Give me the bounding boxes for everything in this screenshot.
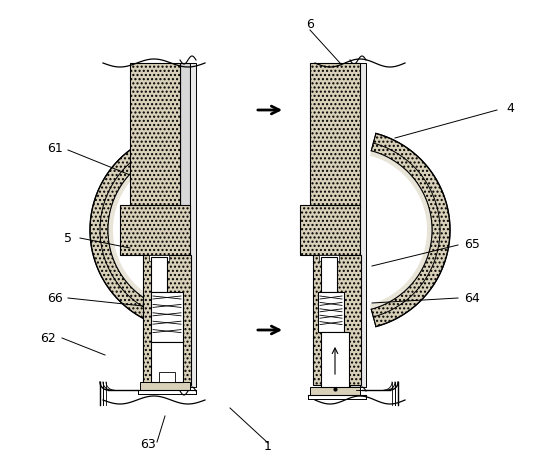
Polygon shape: [370, 151, 432, 309]
Bar: [140, 382, 190, 390]
Bar: [120, 205, 190, 255]
Bar: [300, 205, 360, 255]
Polygon shape: [371, 134, 450, 327]
Bar: [143, 255, 191, 385]
Text: 62: 62: [40, 331, 56, 345]
Bar: [318, 292, 344, 332]
Text: 6: 6: [306, 18, 314, 32]
Polygon shape: [108, 151, 170, 309]
Bar: [319, 255, 339, 261]
Text: 61: 61: [47, 141, 63, 155]
Bar: [350, 63, 360, 387]
Text: 63: 63: [140, 438, 156, 452]
Bar: [310, 63, 360, 208]
Bar: [360, 63, 366, 387]
Bar: [149, 255, 169, 261]
Bar: [321, 332, 349, 387]
Bar: [190, 63, 196, 387]
Bar: [180, 63, 190, 387]
Bar: [159, 372, 175, 382]
Bar: [151, 342, 183, 382]
Bar: [321, 257, 337, 292]
Polygon shape: [90, 134, 169, 327]
Text: 66: 66: [47, 291, 63, 304]
Text: 1: 1: [264, 440, 272, 453]
Text: 5: 5: [64, 231, 72, 245]
Bar: [313, 255, 361, 385]
Bar: [151, 257, 167, 292]
Bar: [151, 292, 183, 342]
Text: 4: 4: [506, 101, 514, 114]
Text: 64: 64: [464, 291, 480, 304]
Bar: [130, 63, 180, 208]
Bar: [310, 387, 360, 395]
Text: 65: 65: [464, 239, 480, 252]
